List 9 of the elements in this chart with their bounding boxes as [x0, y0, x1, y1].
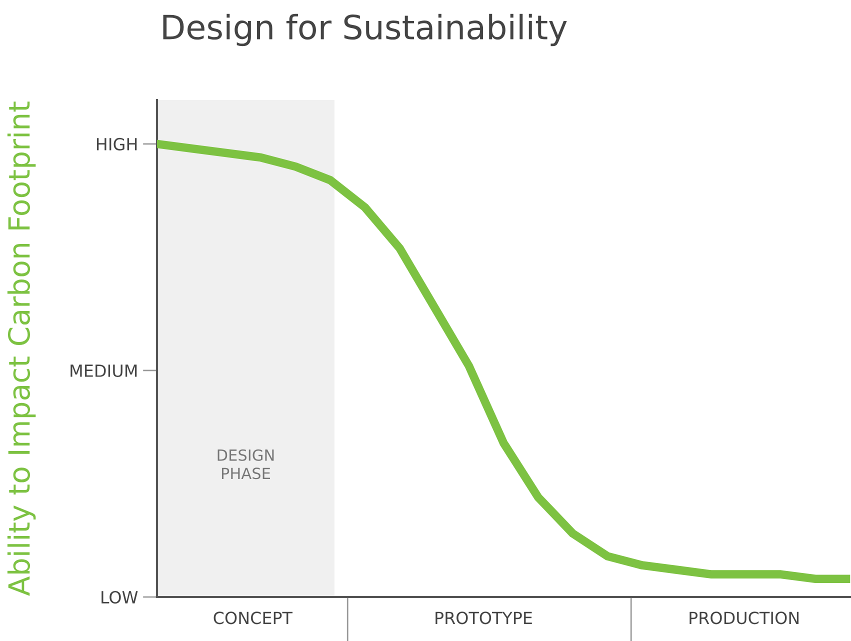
text: LOW [102, 590, 138, 604]
text: PROTOTYPE [436, 612, 532, 624]
text: PRODUCTION [690, 612, 799, 624]
annotation: DESIGN PHASE [218, 449, 274, 480]
text: CONCEPT [214, 612, 293, 624]
text: MEDIUM [70, 364, 137, 378]
chart-title: Design for Sustainability [163, 14, 567, 46]
text: HIGH [96, 138, 137, 151]
y-axis-title: Ability to Impact Carbon Footprint [7, 102, 36, 596]
